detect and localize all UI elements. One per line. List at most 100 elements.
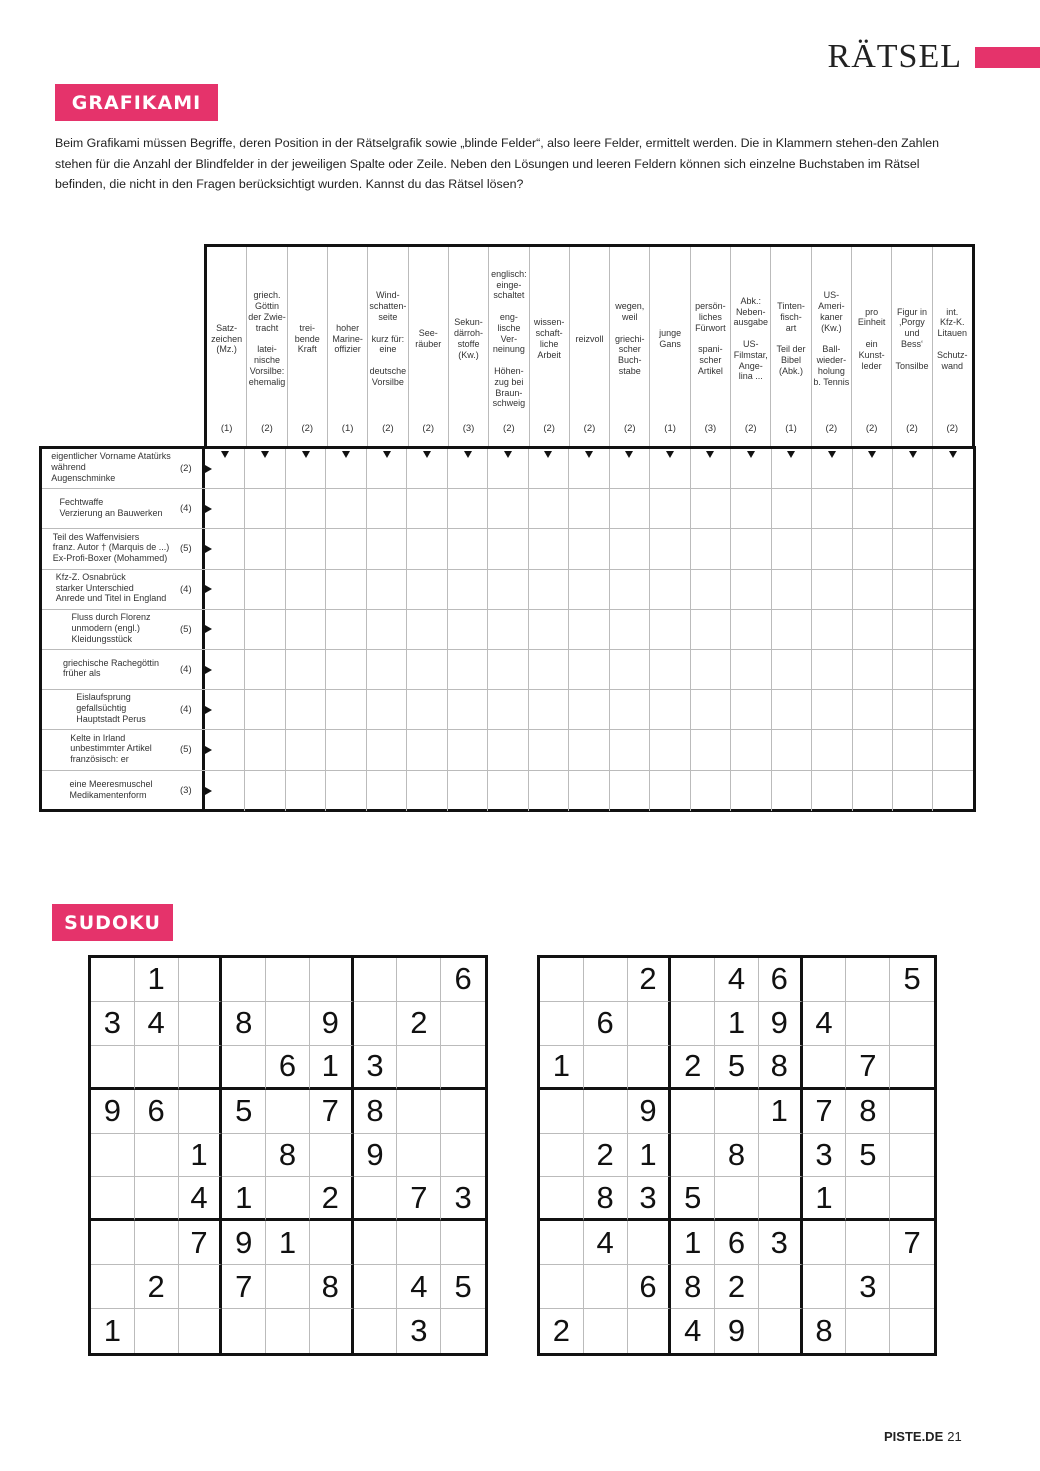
grid-cell[interactable] <box>812 650 853 690</box>
grid-cell[interactable] <box>448 690 489 730</box>
grid-cell[interactable] <box>650 730 691 770</box>
sudoku-cell[interactable] <box>890 1090 934 1134</box>
sudoku-cell[interactable] <box>671 1133 716 1178</box>
sudoku-cell[interactable] <box>309 1221 354 1266</box>
sudoku-cell[interactable] <box>134 1045 179 1090</box>
sudoku-cell[interactable] <box>91 1265 135 1310</box>
grid-cell[interactable] <box>529 609 570 649</box>
grid-cell[interactable] <box>812 529 853 569</box>
grid-cell[interactable] <box>488 449 529 489</box>
sudoku-cell[interactable] <box>222 1133 267 1178</box>
grid-cell[interactable] <box>488 730 529 770</box>
sudoku-cell[interactable] <box>627 1221 672 1266</box>
sudoku-cell[interactable] <box>353 1001 398 1046</box>
grid-cell[interactable] <box>326 609 367 649</box>
grid-cell[interactable] <box>812 770 853 811</box>
grid-cell[interactable] <box>731 609 772 649</box>
grid-cell[interactable] <box>407 650 448 690</box>
sudoku-cell[interactable] <box>441 1002 485 1046</box>
grid-cell[interactable] <box>691 449 732 489</box>
grid-cell[interactable] <box>731 569 772 609</box>
grid-cell[interactable] <box>448 569 489 609</box>
sudoku-cell[interactable] <box>134 1177 179 1222</box>
sudoku-cell[interactable] <box>178 1265 223 1310</box>
grid-cell[interactable] <box>205 650 246 690</box>
sudoku-cell[interactable] <box>397 1045 442 1090</box>
grid-cell[interactable] <box>286 449 327 489</box>
grid-cell[interactable] <box>893 529 934 569</box>
grid-cell[interactable] <box>407 730 448 770</box>
sudoku-cell[interactable] <box>583 958 628 1002</box>
sudoku-cell[interactable] <box>890 1177 934 1222</box>
sudoku-cell[interactable] <box>540 1001 584 1046</box>
sudoku-cell[interactable] <box>222 1309 267 1353</box>
grid-cell[interactable] <box>569 690 610 730</box>
grid-cell[interactable] <box>933 771 972 811</box>
grid-cell[interactable] <box>812 609 853 649</box>
sudoku-cell[interactable] <box>890 1309 934 1353</box>
grid-cell[interactable] <box>245 770 286 811</box>
grid-cell[interactable] <box>205 449 246 489</box>
grid-cell[interactable] <box>853 489 893 529</box>
sudoku-cell[interactable] <box>91 1221 135 1266</box>
grid-cell[interactable] <box>893 690 934 730</box>
grid-cell[interactable] <box>569 770 610 811</box>
sudoku-cell[interactable] <box>540 958 584 1002</box>
grid-cell[interactable] <box>853 650 893 690</box>
sudoku-cell[interactable] <box>266 1089 310 1134</box>
sudoku-cell[interactable] <box>890 1002 934 1046</box>
grid-cell[interactable] <box>448 489 489 529</box>
grid-cell[interactable] <box>933 690 972 729</box>
sudoku-cell[interactable] <box>846 1221 891 1266</box>
grid-cell[interactable] <box>245 449 286 489</box>
grid-cell[interactable] <box>407 529 448 569</box>
grid-cell[interactable] <box>488 529 529 569</box>
grid-cell[interactable] <box>691 770 732 811</box>
grid-cell[interactable] <box>529 449 570 489</box>
grid-cell[interactable] <box>812 730 853 770</box>
sudoku-cell[interactable] <box>802 1265 847 1310</box>
grid-cell[interactable] <box>853 529 893 569</box>
grid-cell[interactable] <box>610 690 651 730</box>
grid-cell[interactable] <box>893 650 934 690</box>
sudoku-cell[interactable] <box>354 1309 398 1353</box>
grid-cell[interactable] <box>933 570 972 609</box>
grid-cell[interactable] <box>286 609 327 649</box>
grid-cell[interactable] <box>853 569 893 609</box>
grid-cell[interactable] <box>286 770 327 811</box>
grid-cell[interactable] <box>772 569 813 609</box>
grid-cell[interactable] <box>488 569 529 609</box>
grid-cell[interactable] <box>286 529 327 569</box>
grid-cell[interactable] <box>367 650 408 690</box>
grid-cell[interactable] <box>407 449 448 489</box>
sudoku-cell[interactable] <box>846 958 891 1002</box>
sudoku-cell[interactable] <box>397 958 442 1002</box>
grid-cell[interactable] <box>407 609 448 649</box>
sudoku-cell[interactable] <box>758 1177 803 1222</box>
grid-cell[interactable] <box>245 489 286 529</box>
grid-cell[interactable] <box>407 690 448 730</box>
grid-cell[interactable] <box>529 730 570 770</box>
grid-cell[interactable] <box>245 690 286 730</box>
grid-cell[interactable] <box>448 609 489 649</box>
sudoku-cell[interactable] <box>441 1221 485 1266</box>
grid-cell[interactable] <box>245 569 286 609</box>
sudoku-cell[interactable] <box>91 1045 135 1090</box>
grid-cell[interactable] <box>812 690 853 730</box>
sudoku-cell[interactable] <box>628 1309 672 1353</box>
grid-cell[interactable] <box>610 529 651 569</box>
grid-cell[interactable] <box>326 770 367 811</box>
grid-cell[interactable] <box>367 690 408 730</box>
grid-cell[interactable] <box>286 730 327 770</box>
sudoku-cell[interactable] <box>802 958 847 1002</box>
sudoku-cell[interactable] <box>441 1309 485 1353</box>
sudoku-cell[interactable] <box>583 1045 628 1090</box>
grid-cell[interactable] <box>367 529 408 569</box>
grid-cell[interactable] <box>772 609 813 649</box>
sudoku-cell[interactable] <box>540 1177 584 1222</box>
grid-cell[interactable] <box>286 569 327 609</box>
grid-cell[interactable] <box>893 770 934 811</box>
grid-cell[interactable] <box>772 690 813 730</box>
sudoku-cell[interactable] <box>583 1265 628 1310</box>
grid-cell[interactable] <box>893 569 934 609</box>
